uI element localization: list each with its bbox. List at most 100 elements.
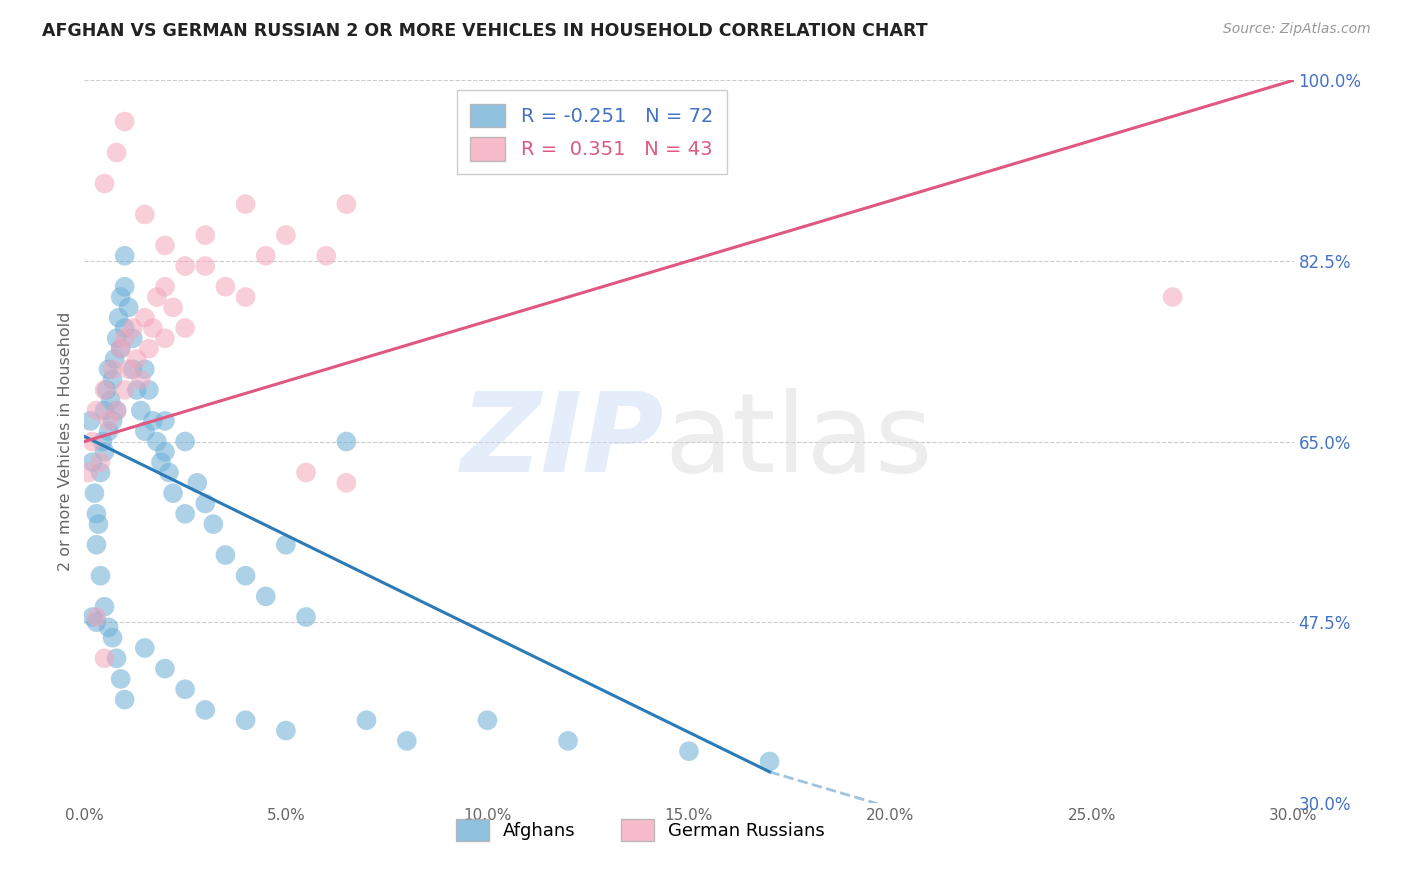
Point — [295, 466, 318, 480]
Point — [142, 414, 165, 428]
Point — [335, 197, 357, 211]
Point — [146, 290, 169, 304]
Point — [174, 321, 197, 335]
Point — [134, 424, 156, 438]
Point — [93, 177, 115, 191]
Point — [162, 486, 184, 500]
Point — [125, 351, 148, 366]
Point — [202, 517, 225, 532]
Point — [105, 403, 128, 417]
Point — [93, 651, 115, 665]
Point — [110, 342, 132, 356]
Point — [134, 310, 156, 325]
Point — [96, 383, 118, 397]
Point — [174, 259, 197, 273]
Point — [194, 228, 217, 243]
Point — [194, 496, 217, 510]
Point — [235, 713, 257, 727]
Point — [110, 290, 132, 304]
Point — [114, 279, 136, 293]
Point — [138, 342, 160, 356]
Point — [105, 145, 128, 160]
Point — [557, 734, 579, 748]
Point — [79, 414, 101, 428]
Point — [93, 383, 115, 397]
Point — [174, 507, 197, 521]
Point — [93, 445, 115, 459]
Point — [149, 455, 172, 469]
Text: ZIP: ZIP — [461, 388, 665, 495]
Point — [97, 424, 120, 438]
Text: atlas: atlas — [665, 388, 934, 495]
Point — [174, 434, 197, 449]
Point — [110, 672, 132, 686]
Point — [101, 373, 124, 387]
Point — [157, 466, 180, 480]
Point — [82, 434, 104, 449]
Point — [186, 475, 208, 490]
Point — [335, 434, 357, 449]
Point — [121, 362, 143, 376]
Text: Source: ZipAtlas.com: Source: ZipAtlas.com — [1223, 22, 1371, 37]
Point — [335, 475, 357, 490]
Point — [758, 755, 780, 769]
Point — [125, 383, 148, 397]
Point — [114, 249, 136, 263]
Point — [105, 651, 128, 665]
Point — [129, 403, 152, 417]
Legend: Afghans, German Russians: Afghans, German Russians — [449, 812, 832, 848]
Point — [153, 238, 176, 252]
Point — [114, 331, 136, 345]
Point — [1161, 290, 1184, 304]
Point — [194, 259, 217, 273]
Point — [104, 351, 127, 366]
Point — [101, 362, 124, 376]
Point — [100, 393, 122, 408]
Point — [93, 403, 115, 417]
Point — [86, 610, 108, 624]
Point — [89, 466, 111, 480]
Point — [235, 568, 257, 582]
Point — [87, 517, 110, 532]
Point — [174, 682, 197, 697]
Point — [82, 455, 104, 469]
Point — [315, 249, 337, 263]
Point — [97, 414, 120, 428]
Point — [142, 321, 165, 335]
Point — [121, 321, 143, 335]
Point — [114, 383, 136, 397]
Text: AFGHAN VS GERMAN RUSSIAN 2 OR MORE VEHICLES IN HOUSEHOLD CORRELATION CHART: AFGHAN VS GERMAN RUSSIAN 2 OR MORE VEHIC… — [42, 22, 928, 40]
Point — [114, 114, 136, 128]
Point — [97, 362, 120, 376]
Point — [86, 403, 108, 417]
Point — [254, 249, 277, 263]
Point — [356, 713, 378, 727]
Point — [214, 548, 236, 562]
Point — [89, 568, 111, 582]
Point — [91, 434, 114, 449]
Point — [153, 331, 176, 345]
Point — [86, 507, 108, 521]
Point — [153, 414, 176, 428]
Point — [107, 310, 129, 325]
Point — [118, 301, 141, 315]
Point — [105, 403, 128, 417]
Point — [134, 640, 156, 655]
Y-axis label: 2 or more Vehicles in Household: 2 or more Vehicles in Household — [58, 312, 73, 571]
Point — [295, 610, 318, 624]
Point — [110, 342, 132, 356]
Point — [82, 610, 104, 624]
Point — [274, 538, 297, 552]
Point — [114, 692, 136, 706]
Point — [153, 279, 176, 293]
Point — [395, 734, 418, 748]
Point — [194, 703, 217, 717]
Point — [153, 445, 176, 459]
Point — [101, 414, 124, 428]
Point — [235, 197, 257, 211]
Point — [134, 207, 156, 221]
Point — [678, 744, 700, 758]
Point — [129, 373, 152, 387]
Point — [134, 362, 156, 376]
Point — [89, 455, 111, 469]
